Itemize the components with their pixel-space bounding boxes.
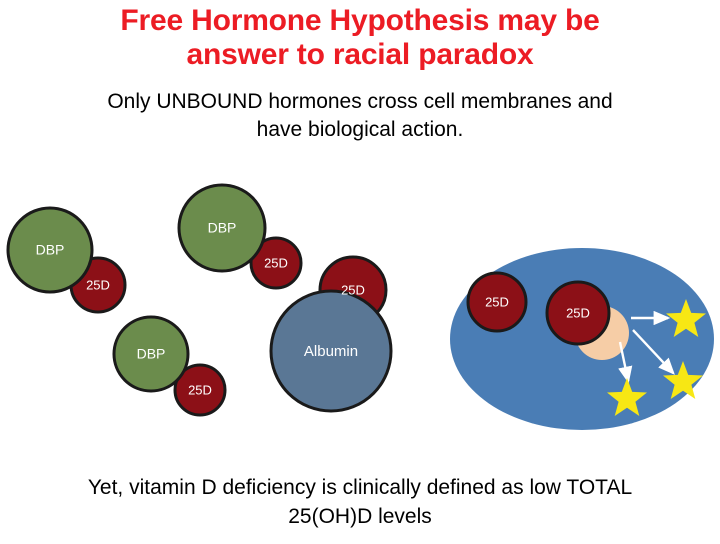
- star-icon: [666, 299, 706, 337]
- biological-action-stars: [607, 299, 706, 416]
- signal-arrows: [618, 310, 675, 384]
- dbp-complex-1: 25D DBP: [6, 206, 127, 314]
- vitamin-d-label: 25D: [188, 382, 212, 397]
- signal-arrow-icon: [632, 329, 675, 375]
- free-vitamin-d-circle: [545, 280, 611, 346]
- dbp-circle: [112, 315, 190, 393]
- dbp-label: DBP: [137, 346, 166, 362]
- vitamin-d-circle: [173, 363, 227, 417]
- albumin-circle: [269, 289, 393, 413]
- vitamin-d-label: 25D: [264, 255, 288, 270]
- signal-arrow-icon: [618, 341, 633, 384]
- vitamin-d-label: 25D: [341, 282, 365, 297]
- dbp-complex-3: 25D DBP: [112, 315, 227, 417]
- star-icon: [663, 361, 703, 399]
- dbp-complex-2: 25D DBP: [177, 183, 303, 290]
- subtitle-line-1: Only UNBOUND hormones cross cell membran…: [107, 90, 613, 113]
- albumin-label: Albumin: [304, 343, 358, 360]
- bound-complex-group: 25D DBP 25D DBP 25D DBP: [6, 183, 393, 417]
- vitamin-d-circle: [249, 236, 303, 290]
- target-cell-group: 25D 25D: [450, 248, 714, 430]
- title-line-1: Free Hormone Hypothesis may be: [120, 4, 600, 37]
- albumin-complex: 25D Albumin: [269, 255, 393, 413]
- footer-note: Yet, vitamin D deficiency is clinically …: [0, 473, 720, 531]
- free-vitamin-d-label: 25D: [566, 305, 590, 320]
- free-vitamin-d-circle: [466, 271, 528, 333]
- star-icon: [607, 378, 647, 416]
- title-line-2: answer to racial paradox: [186, 38, 534, 71]
- dbp-label: DBP: [36, 242, 65, 258]
- vitamin-d-label: 25D: [86, 277, 110, 292]
- free-vitamin-d-label: 25D: [485, 294, 509, 309]
- dbp-circle: [177, 183, 267, 273]
- subtitle-line-2: have biological action.: [256, 118, 464, 141]
- dbp-label: DBP: [208, 220, 237, 236]
- dbp-circle: [6, 206, 94, 294]
- page-title: Free Hormone Hypothesis may be answer to…: [0, 4, 720, 72]
- subtitle: Only UNBOUND hormones cross cell membran…: [0, 88, 720, 144]
- footer-line-1: Yet, vitamin D deficiency is clinically …: [87, 476, 633, 499]
- footer-line-2: 25(OH)D levels: [288, 505, 432, 528]
